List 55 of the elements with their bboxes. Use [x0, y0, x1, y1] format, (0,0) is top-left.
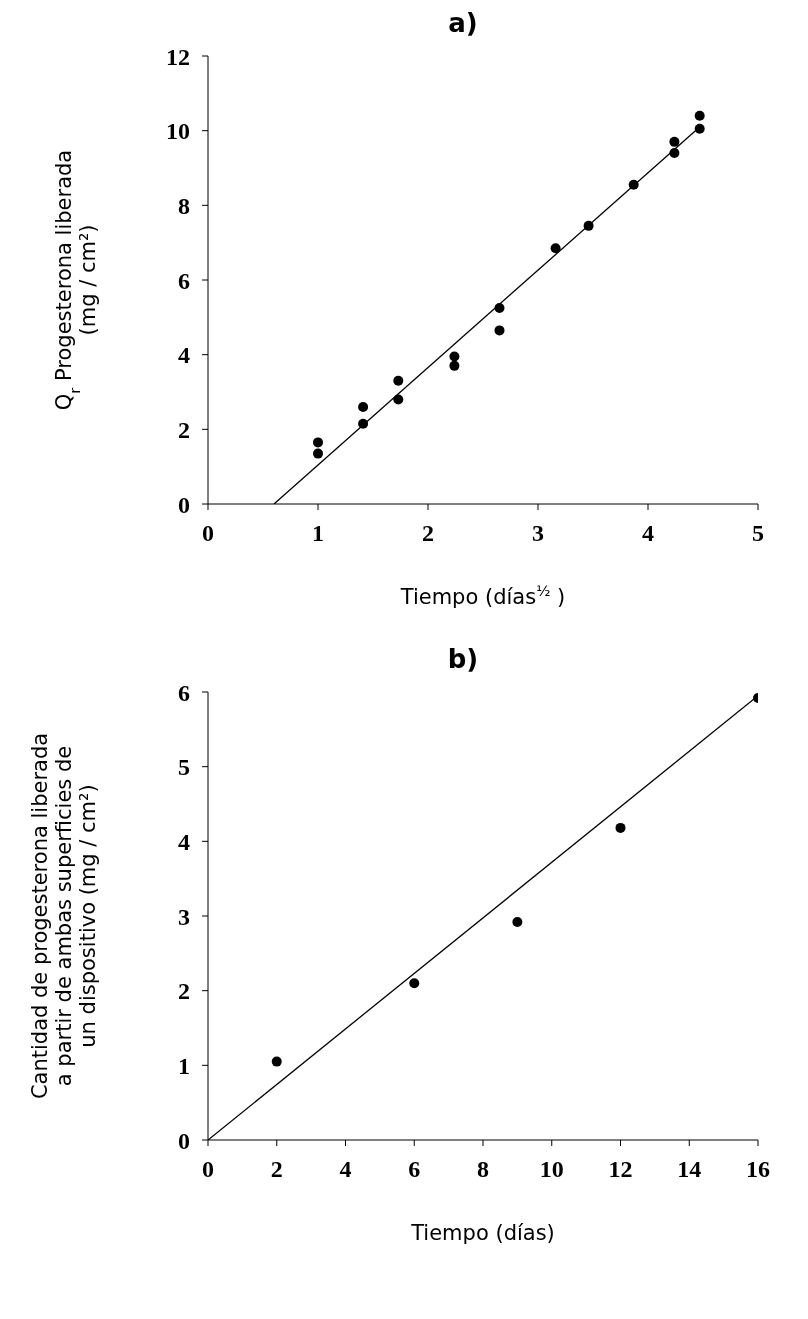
point — [669, 148, 680, 159]
point — [628, 179, 639, 190]
y-tick-label: 4 — [178, 342, 190, 369]
x-tick-label: 16 — [746, 1156, 770, 1183]
point — [449, 351, 460, 362]
point — [271, 1056, 282, 1067]
y-tick-label: 12 — [166, 43, 190, 70]
x-tick-label: 14 — [677, 1156, 702, 1183]
y-axis-title: Cantidad de progesterona liberada a partir de ambas superficies de un dispositivo (mg / cm²) — [28, 732, 100, 1100]
point — [393, 394, 404, 405]
point — [358, 418, 369, 429]
y-tick-label: 10 — [166, 118, 190, 145]
point — [583, 220, 594, 231]
point — [409, 978, 420, 989]
x-tick-label: 0 — [202, 1156, 214, 1183]
point — [358, 401, 369, 412]
y-tick-label: 8 — [178, 192, 190, 219]
x-tick-label: 2 — [422, 520, 434, 547]
x-tick-label: 5 — [752, 520, 764, 547]
y-tick-label: 4 — [178, 828, 190, 855]
point — [494, 325, 505, 336]
chart-title: a) — [447, 8, 479, 40]
y-tick-label: 0 — [178, 1127, 190, 1154]
x-tick-label: 8 — [477, 1156, 489, 1183]
point — [313, 448, 323, 459]
point — [449, 360, 460, 371]
x-tick-label: 10 — [539, 1156, 564, 1183]
y-tick-label: 3 — [178, 903, 190, 930]
x-tick-label: 2 — [270, 1156, 283, 1183]
point — [615, 822, 626, 833]
y-tick-label: 1 — [178, 1052, 190, 1079]
x-tick-label: 0 — [202, 520, 214, 547]
x-tick-label: 4 — [642, 520, 654, 547]
y-tick-label: 6 — [178, 679, 190, 706]
x-tick-label: 12 — [608, 1156, 633, 1183]
x-axis-title: Tiempo (días$^{½}$ ) — [399, 581, 566, 609]
point — [694, 123, 705, 134]
point — [512, 916, 523, 927]
y-tick-label: 5 — [178, 754, 190, 781]
point — [694, 110, 705, 121]
x-axis-title: Tiempo (días) — [410, 1221, 555, 1245]
y-tick-label: 2 — [178, 978, 190, 1005]
point — [669, 136, 680, 147]
chart-title: b) — [446, 644, 480, 676]
y-tick-label: 2 — [178, 416, 190, 443]
x-tick-label: 4 — [339, 1156, 352, 1183]
point — [393, 375, 404, 386]
x-tick-label: 1 — [312, 520, 324, 547]
y-tick-label: 0 — [178, 491, 190, 518]
x-tick-label: 3 — [532, 520, 544, 547]
y-tick-label: 6 — [178, 267, 190, 294]
point — [550, 243, 561, 254]
point — [313, 437, 323, 448]
point — [494, 303, 505, 313]
x-tick-label: 6 — [408, 1156, 421, 1183]
